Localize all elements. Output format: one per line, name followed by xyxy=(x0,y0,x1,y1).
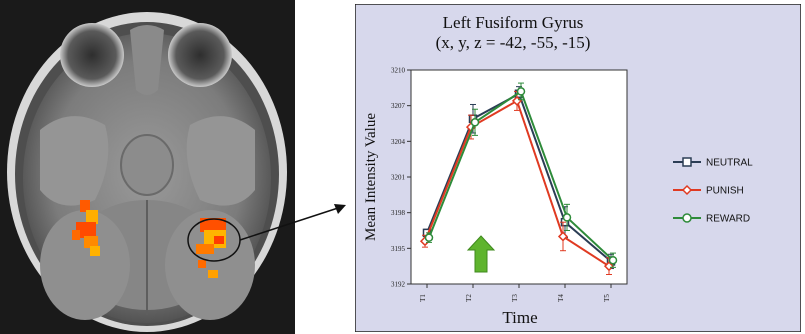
x-tick-label: T1 xyxy=(419,294,427,302)
legend-label: REWARD xyxy=(706,214,750,225)
legend-item-reward: REWARD xyxy=(673,213,750,225)
activation-right-hemisphere xyxy=(196,218,226,278)
data-point xyxy=(470,118,480,127)
x-tick-label: T5 xyxy=(603,294,611,302)
legend-label: PUNISH xyxy=(706,186,744,197)
x-tick-label: T2 xyxy=(465,294,473,302)
data-point xyxy=(557,231,569,242)
legend-label: NEUTRAL xyxy=(706,158,753,169)
y-tick-label: 3192 xyxy=(391,281,406,289)
legend-marker xyxy=(682,213,692,223)
nasal-region xyxy=(130,25,164,95)
brainstem xyxy=(120,134,174,196)
legend-marker xyxy=(682,157,692,167)
line-chart: Left Fusiform Gyrus (x, y, z = -42, -55,… xyxy=(355,4,801,332)
right-eye-orbit xyxy=(168,23,232,87)
roi-circle xyxy=(187,218,241,262)
connector-arrow xyxy=(239,204,346,241)
x-tick-label: T4 xyxy=(557,294,565,302)
occipital-left xyxy=(40,210,130,320)
data-point xyxy=(424,233,434,242)
legend-item-neutral: NEUTRAL xyxy=(673,157,753,169)
green-up-arrow-annotation xyxy=(466,235,496,273)
connector-arrowhead xyxy=(334,204,346,214)
x-axis-label: Time xyxy=(502,308,537,327)
legend-marker xyxy=(681,184,693,196)
activation-left-hemisphere xyxy=(72,200,100,256)
legend: NEUTRAL PUNISH REWARD xyxy=(673,157,753,225)
legend-item-punish: PUNISH xyxy=(673,184,744,197)
data-point xyxy=(562,213,572,222)
x-tick-label: T3 xyxy=(511,294,519,302)
green-arrow-shape xyxy=(466,235,496,273)
series-layer xyxy=(419,82,618,275)
chart-subtitle: (x, y, z = -42, -55, -15) xyxy=(436,33,591,52)
y-tick-label: 3198 xyxy=(391,209,406,217)
y-axis-ticks: 3210 3207 3204 3201 3198 3195 3192 xyxy=(391,67,411,289)
data-point xyxy=(516,87,526,96)
temporal-lobe-left xyxy=(40,116,109,206)
y-tick-label: 3201 xyxy=(391,174,406,182)
chart-title: Left Fusiform Gyrus xyxy=(443,13,584,32)
y-tick-label: 3195 xyxy=(391,245,406,253)
brain-mri-image xyxy=(0,0,295,334)
x-axis-ticks: T1 T2 T3 T4 T5 xyxy=(419,284,612,302)
series-reward xyxy=(424,82,618,268)
y-tick-label: 3210 xyxy=(391,67,406,75)
y-tick-label: 3204 xyxy=(391,138,406,146)
y-tick-label: 3207 xyxy=(391,102,406,110)
data-point xyxy=(608,255,618,265)
y-axis-label: Mean Intensity Value xyxy=(363,113,379,241)
left-eye-orbit xyxy=(60,23,124,87)
connector-line xyxy=(239,207,339,241)
data-point xyxy=(603,261,615,272)
temporal-lobe-right xyxy=(186,116,255,206)
